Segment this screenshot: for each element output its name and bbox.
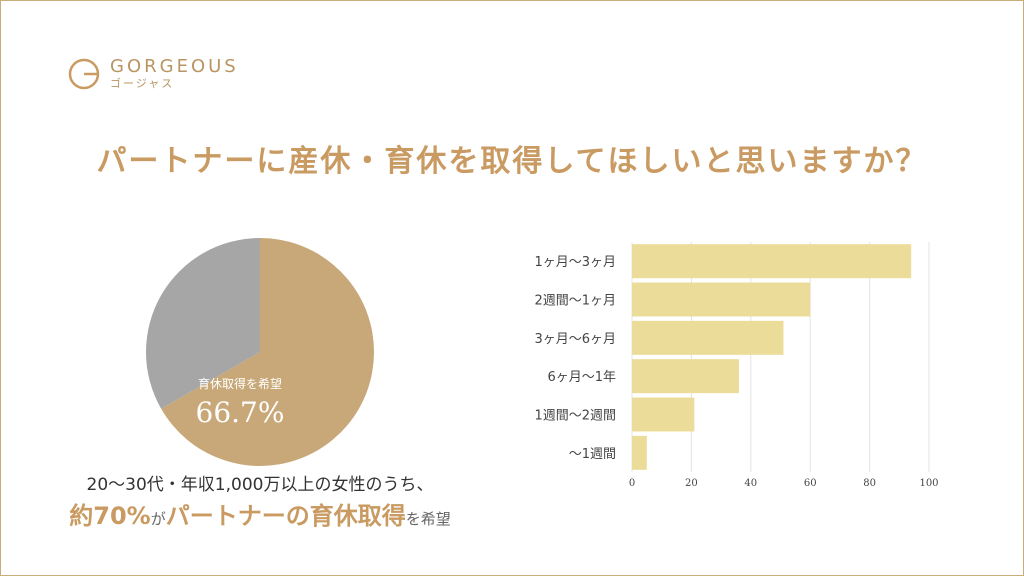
bar (632, 359, 739, 394)
category-label: 1ヶ月〜3ヶ月 (534, 255, 616, 270)
bar-chart: 0 20 40 60 80 100 1ヶ月〜3ヶ月 2週間〜1ヶ月 3ヶ月〜6ヶ月 6ヶ月〜1年 1… (500, 232, 960, 502)
bar (632, 282, 811, 317)
x-tick-label: 40 (744, 478, 757, 489)
category-label: 〜1週間 (569, 447, 616, 462)
x-tick-label: 60 (804, 478, 817, 489)
x-tick-label: 20 (685, 478, 698, 489)
pie-center-value: 66.7% (196, 396, 285, 429)
bar (632, 435, 647, 470)
pie-center-label: 育休取得を希望 (198, 376, 282, 391)
category-label: 1週間〜2週間 (534, 409, 616, 424)
bar (632, 397, 695, 432)
brand-name-en: GORGEOUS (110, 56, 239, 77)
bar-svg: 0 20 40 60 80 100 1ヶ月〜3ヶ月 2週間〜1ヶ月 3ヶ月〜6ヶ月 6ヶ月〜1年 1… (534, 242, 939, 489)
category-label: 3ヶ月〜6ヶ月 (534, 332, 616, 347)
pie-slice-1 (146, 238, 260, 409)
brand-name-ja: ゴージャス (110, 77, 175, 90)
brand-logo: GORGEOUS ゴージャス (66, 56, 239, 92)
caption-ga: が (150, 510, 166, 528)
bar (632, 320, 784, 355)
x-tick-label: 100 (919, 478, 938, 489)
caption-line1: 20〜30代・年収1,000万以上の女性のうち、 (86, 475, 434, 495)
x-tick-label: 80 (863, 478, 876, 489)
pie-slice-0 (161, 238, 374, 466)
g-logo-icon (68, 58, 100, 90)
bar (632, 244, 912, 279)
x-tick-label: 0 (629, 478, 635, 489)
pie-chart: 育休取得を希望 66.7% (140, 232, 380, 472)
caption-percent: 約70% (69, 502, 151, 530)
category-label: 6ヶ月〜1年 (547, 370, 616, 385)
page-title: パートナーに産休・育休を取得してほしいと思いますか？ (96, 144, 928, 179)
caption-line2: 約70%がパートナーの育休取得を希望 (40, 496, 480, 531)
caption-highlight: パートナーの育休取得 (165, 502, 406, 530)
pie-svg: 育休取得を希望 66.7% (146, 238, 374, 466)
category-label: 2週間〜1ヶ月 (534, 294, 616, 309)
caption-suffix: を希望 (405, 510, 451, 528)
